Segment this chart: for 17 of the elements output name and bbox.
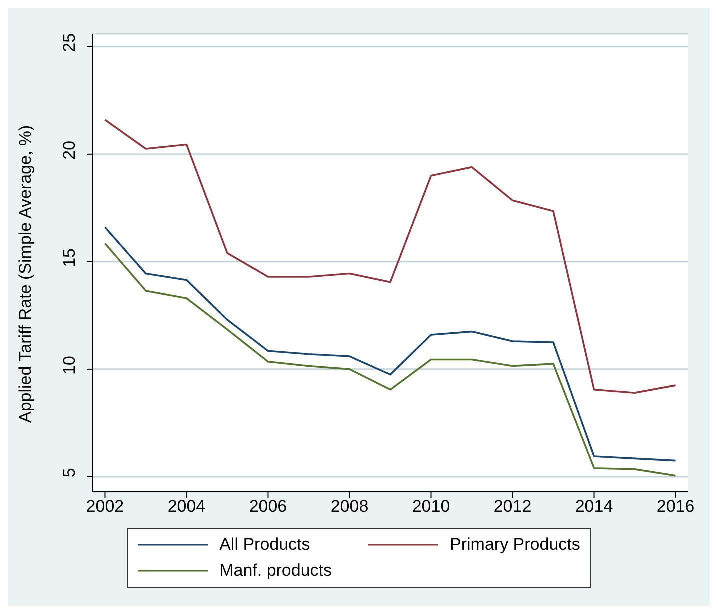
y-tick-label: 25 — [60, 33, 79, 52]
x-tick-label: 2010 — [412, 497, 450, 516]
x-tick-label: 2016 — [656, 497, 695, 516]
x-tick-label: 2012 — [494, 497, 532, 516]
x-tick-label: 2002 — [86, 497, 124, 516]
y-tick-label: 5 — [60, 468, 79, 478]
legend-label: Primary Products — [450, 535, 580, 555]
y-tick-label: 20 — [60, 140, 79, 160]
x-tick-label: 2014 — [575, 497, 614, 516]
x-tick-label: 2004 — [168, 497, 206, 516]
x-tick-label: 2008 — [330, 497, 369, 516]
x-tick-label: 2006 — [249, 497, 288, 516]
y-tick-label: 15 — [60, 248, 79, 268]
legend-label: All Products — [220, 535, 310, 555]
y-tick-label: 10 — [60, 356, 79, 375]
legend-label: Manf. products — [220, 561, 332, 581]
y-axis-title: Applied Tariff Rate (Simple Average, %) — [16, 125, 36, 423]
